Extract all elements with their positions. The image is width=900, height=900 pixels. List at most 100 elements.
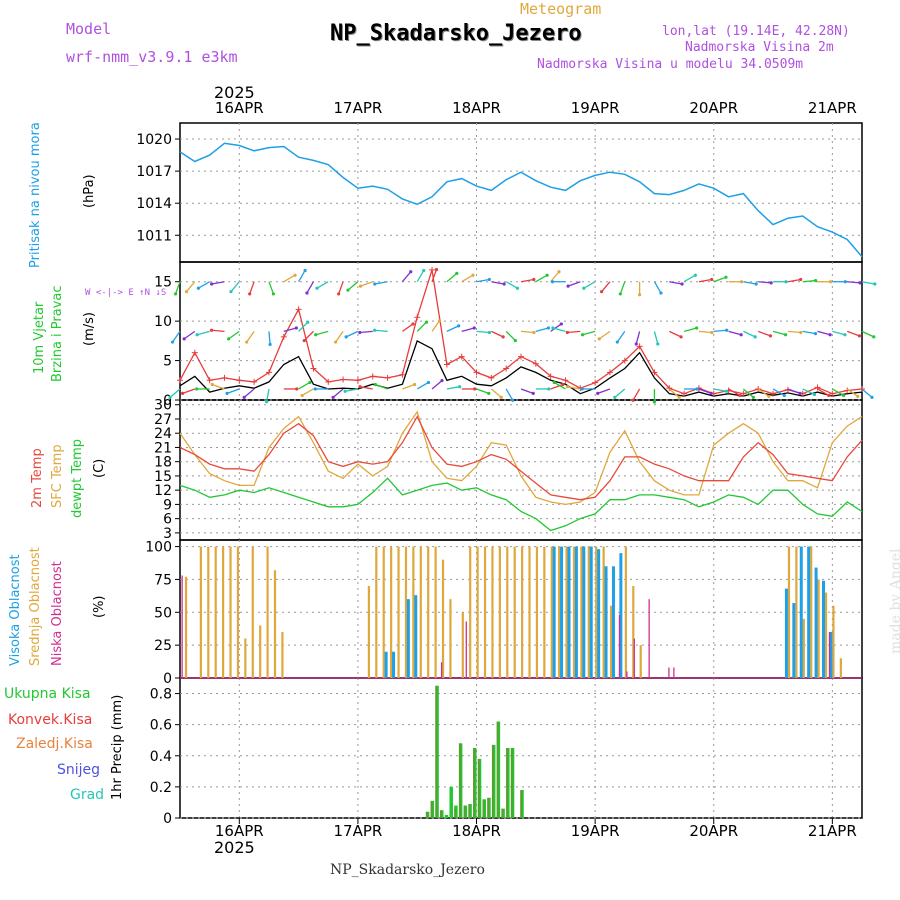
- wind-arrow: [847, 281, 861, 284]
- cloud-high-bar: [792, 603, 796, 678]
- wind-arrow-head: [827, 393, 831, 398]
- cloud-mid-bar: [419, 546, 422, 678]
- gust-marker: [340, 376, 347, 383]
- wind-arrow-head: [709, 391, 713, 396]
- wind-arrow: [598, 330, 611, 340]
- wind-arrow-head: [828, 333, 832, 337]
- wind-arrow: [550, 271, 560, 283]
- wind-arrow: [832, 388, 844, 397]
- wind-arrow: [601, 281, 611, 293]
- precip-conv-bar: [487, 797, 490, 818]
- cloud-mid-bar: [441, 559, 445, 678]
- cloud-low-bar: [828, 632, 831, 678]
- wind-arrow: [359, 386, 373, 390]
- cloud-low-bar: [618, 614, 621, 678]
- wind-arrow-head: [768, 334, 773, 338]
- footer-station: NP_Skadarsko_Jezero: [330, 862, 485, 878]
- gust-marker: [236, 377, 243, 384]
- y-tick-label: 0.6: [150, 718, 172, 734]
- cloud-mid-bar: [609, 605, 613, 678]
- wind-arrow-head: [582, 286, 586, 290]
- precip-conv-bar: [440, 810, 443, 818]
- wind-arrow: [520, 278, 534, 283]
- cloud-mid-bar: [595, 546, 598, 678]
- wind-arrow: [550, 323, 562, 332]
- wind-arrow-head: [331, 395, 335, 399]
- wind-arrow-head: [695, 387, 699, 391]
- wind-arrow: [713, 388, 727, 392]
- cloud-mid-bar: [367, 586, 370, 678]
- cloud-low-bar: [465, 621, 467, 678]
- cloud-mid-bar: [184, 576, 188, 678]
- cloud-high-bar: [799, 546, 803, 678]
- cloud-high-bar: [604, 566, 608, 678]
- cloud-mid-bar: [469, 546, 472, 678]
- y-tick-label: 21: [154, 440, 172, 456]
- wind-arrow: [431, 269, 438, 282]
- wind-arrow: [490, 388, 502, 398]
- cloud-mid-bar: [513, 546, 516, 678]
- legend-hail: Grad: [70, 787, 105, 803]
- wind-arrow: [802, 330, 816, 335]
- wind-arrow: [182, 388, 196, 395]
- wind-arrow: [861, 330, 875, 338]
- wind-arrow-head: [561, 382, 565, 387]
- cloud-high-bar: [829, 632, 833, 678]
- precip-conv-bar: [482, 799, 485, 818]
- cloud-mid-bar: [229, 546, 232, 678]
- wind-arrow: [298, 321, 309, 332]
- gust-marker: [310, 365, 317, 372]
- wind-arrow: [817, 330, 831, 336]
- wind-arrow-head: [248, 292, 252, 296]
- cloud-mid-bar: [817, 579, 820, 678]
- cloud-low-bar: [181, 575, 183, 678]
- wind-arrow: [491, 281, 505, 285]
- cloud-mid-bar: [427, 546, 430, 678]
- gust-marker: [325, 378, 332, 385]
- y-tick-label: 100: [145, 540, 172, 556]
- gust-marker: [354, 377, 361, 384]
- wind-arrow: [174, 281, 181, 295]
- cloud-mid-bar: [207, 546, 210, 678]
- wind-arrow-head: [695, 326, 699, 330]
- cloud-high-bar: [784, 588, 788, 678]
- y-tick-label: 1017: [136, 164, 172, 180]
- wind-arrow-head: [434, 267, 439, 272]
- cloud-mid-bar: [281, 632, 284, 678]
- cloud-mid-bar: [222, 546, 225, 678]
- wind-arrow: [374, 281, 388, 285]
- wind-arrow: [683, 327, 697, 333]
- lonlat: lon,lat (19.14E, 42.28N): [662, 24, 850, 39]
- wind-arrow-head: [358, 284, 363, 288]
- wind-arrow-head: [769, 281, 773, 285]
- gust-marker: [384, 374, 391, 381]
- wind-arrow-head: [551, 326, 555, 330]
- wind-arrow: [476, 330, 490, 334]
- wind-arrow: [728, 330, 742, 336]
- y-tick-label: 1014: [136, 196, 172, 212]
- cloud-mid-bar: [602, 546, 605, 678]
- wind-arrow: [614, 388, 626, 398]
- wind-arrow-head: [693, 273, 697, 277]
- wind-arrow-head: [754, 282, 758, 286]
- cloud-high-bar: [552, 546, 556, 678]
- gust-marker: [518, 353, 524, 360]
- cloud-mid-bar: [802, 618, 805, 678]
- cloud-high-bar: [406, 599, 410, 678]
- wind-arrow-head: [471, 273, 475, 277]
- wind-arrow-head: [499, 395, 503, 399]
- cloud-mid-bar: [244, 638, 247, 678]
- wind-arrow-head: [596, 391, 600, 396]
- wind-arrow-head: [346, 288, 350, 292]
- wind-arrow-head: [565, 330, 569, 335]
- wind-arrow: [616, 331, 626, 343]
- gust-marker: [755, 385, 762, 392]
- wind-arrow: [211, 329, 225, 333]
- panel-frame-0: [179, 122, 863, 263]
- day-label-top: 21APR: [808, 99, 857, 117]
- wind-arrow-head: [308, 380, 312, 385]
- wind-arrow-head: [751, 395, 755, 399]
- wind-arrow: [306, 281, 314, 294]
- wind-arrow-head: [337, 292, 341, 296]
